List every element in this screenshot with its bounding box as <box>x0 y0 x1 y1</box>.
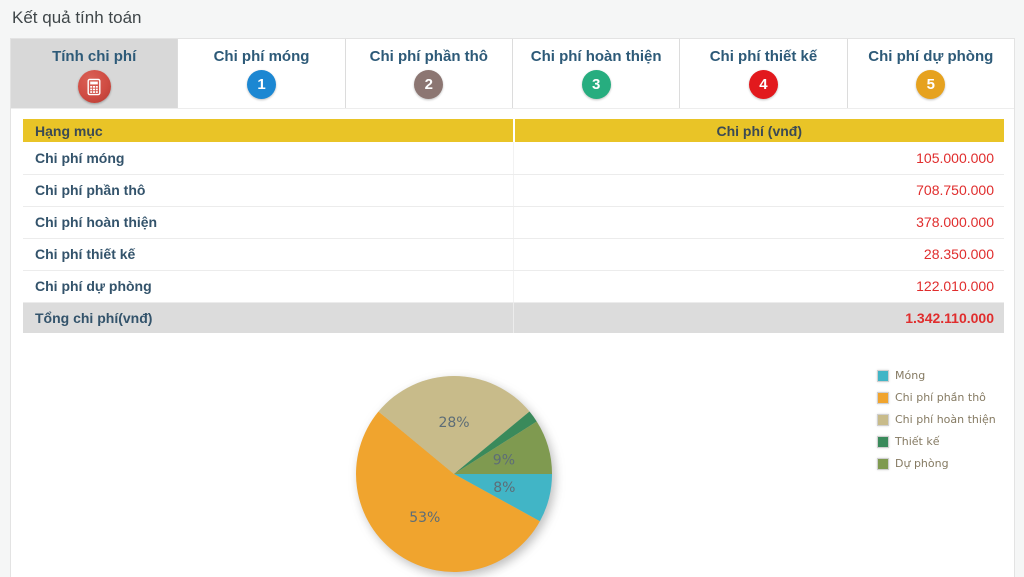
legend-label: Dự phòng <box>895 457 949 470</box>
table-row: Chi phí hoàn thiện 378.000.000 <box>23 206 1004 239</box>
chart-legend: Móng Chi phí phần thô Chi phí hoàn thiện Th… <box>877 369 996 470</box>
row-item-label: Chi phí phần thô <box>23 174 514 207</box>
row-item-label: Chi phí dự phòng <box>23 270 514 303</box>
pie-slice-3[interactable] <box>378 375 530 474</box>
page-title: Kết quả tính toán <box>12 8 142 27</box>
pie-percent-label: 53% <box>409 510 440 526</box>
tab-label: Chi phí thiết kế <box>709 48 818 65</box>
table-total-row: Tổng chi phí(vnđ) 1.342.110.000 <box>23 302 1004 333</box>
table-row: Chi phí phần thô 708.750.000 <box>23 174 1004 207</box>
table-row: Chi phí móng 105.000.000 <box>23 142 1004 175</box>
column-header-item: Hạng mục <box>23 119 514 142</box>
table-header-row: Hạng mục Chi phí (vnđ) <box>23 119 1004 142</box>
tab-chi-phi-hoan-thien[interactable]: Chi phí hoàn thiện 3 <box>512 39 681 108</box>
row-cost-value: 378.000.000 <box>513 206 1004 239</box>
legend-label: Thiết kế <box>895 435 940 448</box>
legend-item[interactable]: Thiết kế <box>877 435 996 448</box>
step-number-badge: 3 <box>581 70 611 99</box>
row-cost-value: 122.010.000 <box>513 270 1004 303</box>
cost-table: Hạng mục Chi phí (vnđ) Chi phí móng 105.0… <box>23 119 1004 333</box>
tab-label: Tính chi phí <box>52 48 137 65</box>
row-cost-value: 28.350.000 <box>513 238 1004 271</box>
legend-color-swatch <box>877 457 889 470</box>
results-panel: Tính chi phí Chi phí móng 1 Chi phí phần th… <box>10 38 1015 577</box>
legend-color-swatch <box>877 391 889 404</box>
legend-label: Móng <box>895 369 926 382</box>
step-number-badge: 4 <box>748 70 778 99</box>
step-number-badge: 5 <box>916 70 946 99</box>
row-item-label: Chi phí hoàn thiện <box>23 206 514 239</box>
row-item-label: Chi phí thiết kế <box>23 238 514 271</box>
total-value: 1.342.110.000 <box>513 302 1004 333</box>
legend-item[interactable]: Chi phí phần thô <box>877 391 996 404</box>
table-row: Chi phí thiết kế 28.350.000 <box>23 238 1004 271</box>
tab-label: Chi phí móng <box>213 48 310 65</box>
legend-color-swatch <box>877 369 889 382</box>
legend-color-swatch <box>877 435 889 448</box>
tab-bar: Tính chi phí Chi phí móng 1 Chi phí phần th… <box>11 39 1014 109</box>
pie-percent-label: 8% <box>493 480 515 496</box>
column-header-cost: Chi phí (vnđ) <box>512 119 1004 142</box>
tab-label: Chi phí dự phòng <box>868 48 994 65</box>
table-row: Chi phí dự phòng 122.010.000 <box>23 270 1004 303</box>
legend-item[interactable]: Chi phí hoàn thiện <box>877 413 996 426</box>
row-cost-value: 708.750.000 <box>513 174 1004 207</box>
step-number-badge: 2 <box>414 70 444 99</box>
tab-chi-phi-thiet-ke[interactable]: Chi phí thiết kế 4 <box>680 39 848 108</box>
pie-slice-5[interactable] <box>454 421 552 474</box>
pie-percent-label: 28% <box>438 415 469 431</box>
cost-pie-chart: 8% 53% 28% 9% <box>356 375 552 572</box>
legend-label: Chi phí phần thô <box>895 391 986 404</box>
total-label: Tổng chi phí(vnđ) <box>23 302 514 333</box>
legend-color-swatch <box>877 413 889 426</box>
row-cost-value: 105.000.000 <box>513 142 1004 175</box>
pie-percent-label: 9% <box>493 453 515 469</box>
row-item-label: Chi phí móng <box>23 142 514 175</box>
tab-chi-phi-mong[interactable]: Chi phí móng 1 <box>178 39 346 108</box>
legend-label: Chi phí hoàn thiện <box>895 413 996 426</box>
step-number-badge: 1 <box>246 70 276 99</box>
legend-item[interactable]: Dự phòng <box>877 457 996 470</box>
pie-slice-2[interactable] <box>356 411 540 572</box>
legend-item[interactable]: Móng <box>877 369 996 382</box>
pie-slice-1[interactable] <box>454 474 552 522</box>
tab-chi-phi-du-phong[interactable]: Chi phí dự phòng 5 <box>847 39 1014 108</box>
pie-slice-4[interactable] <box>454 411 537 474</box>
tab-tinh-chi-phi[interactable]: Tính chi phí <box>11 39 179 108</box>
calculator-icon <box>77 70 111 103</box>
tab-label: Chi phí hoàn thiện <box>530 48 662 65</box>
tab-label: Chi phí phần thô <box>369 48 488 65</box>
tab-chi-phi-phan-tho[interactable]: Chi phí phần thô 2 <box>345 39 513 108</box>
